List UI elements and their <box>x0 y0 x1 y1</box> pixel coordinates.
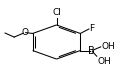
Text: O: O <box>21 28 28 37</box>
Text: OH: OH <box>97 57 111 66</box>
Text: OH: OH <box>101 42 115 51</box>
Text: Cl: Cl <box>52 8 61 17</box>
Text: F: F <box>90 24 95 33</box>
Text: B: B <box>88 46 95 56</box>
